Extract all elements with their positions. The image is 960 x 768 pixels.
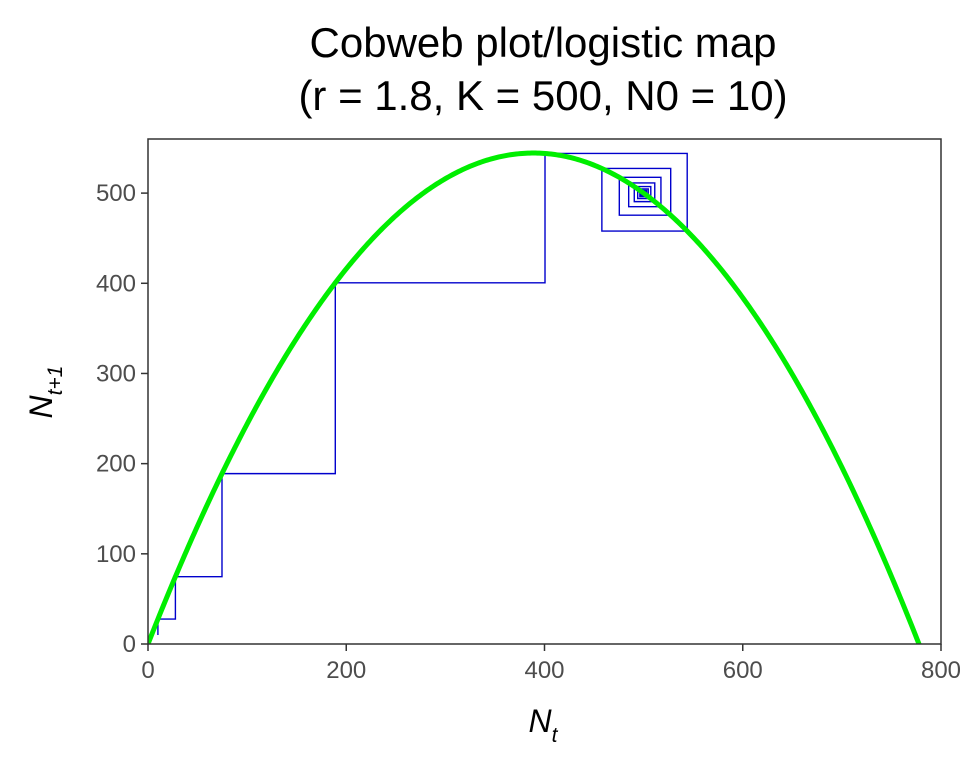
cobweb-path bbox=[157, 152, 688, 635]
y-tick-label: 100 bbox=[96, 541, 136, 568]
y-tick-label: 300 bbox=[96, 360, 136, 387]
x-axis-title-sub: t bbox=[552, 724, 559, 747]
x-tick-label: 400 bbox=[524, 657, 564, 684]
chart-title-line-1: Cobweb plot/logistic map bbox=[310, 19, 777, 66]
y-tick-label: 400 bbox=[96, 270, 136, 297]
x-tick-label: 600 bbox=[723, 657, 763, 684]
y-axis-title-main: N bbox=[23, 394, 59, 418]
x-tick-label: 800 bbox=[921, 657, 960, 684]
y-tick-label: 500 bbox=[96, 180, 136, 207]
x-tick-label: 200 bbox=[326, 657, 366, 684]
x-axis-title-main: N bbox=[529, 703, 553, 739]
y-tick-label: 0 bbox=[123, 631, 136, 658]
x-tick-label: 0 bbox=[141, 657, 154, 684]
logistic-curve bbox=[148, 150, 922, 644]
y-axis-title: Nt+1 bbox=[23, 366, 67, 419]
plot-area: 0 200 400 600 800 0 100 200 300 400 500 bbox=[96, 138, 960, 684]
y-axis-title-sub: t+1 bbox=[44, 366, 67, 396]
chart-title-line-2: (r = 1.8, K = 500, N0 = 10) bbox=[298, 72, 787, 119]
x-axis-title: Nt bbox=[529, 703, 559, 747]
y-tick-label: 200 bbox=[96, 451, 136, 478]
